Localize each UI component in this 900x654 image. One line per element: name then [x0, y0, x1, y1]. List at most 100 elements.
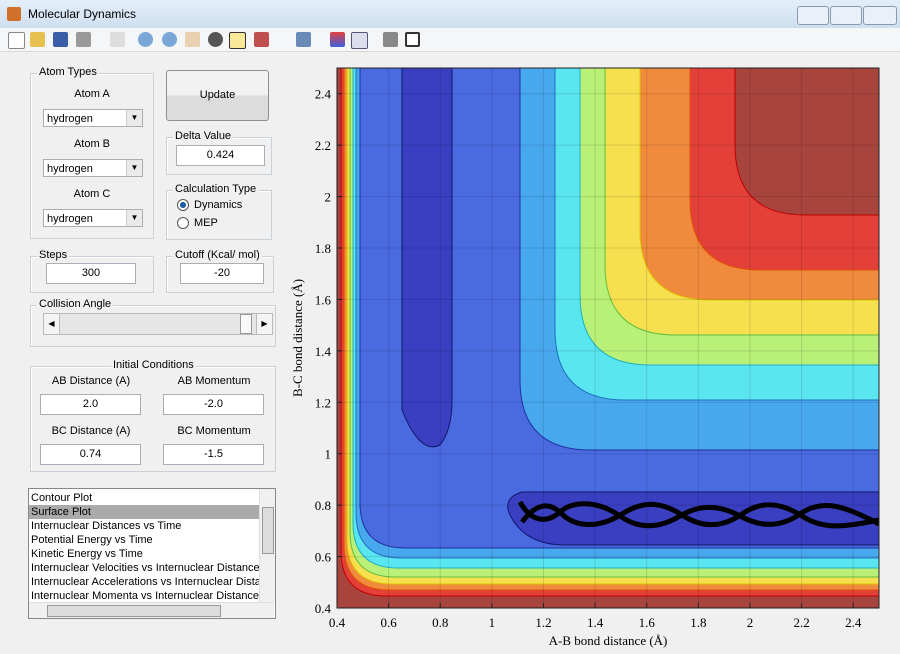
- dropdown-value: hydrogen: [47, 213, 93, 225]
- x-tick-label: 0.8: [432, 615, 448, 630]
- group-title: Cutoff (Kcal/ mol): [173, 249, 262, 261]
- zoom-in-icon[interactable]: [138, 32, 153, 47]
- show-icon[interactable]: [405, 32, 420, 47]
- x-tick-label: 1.6: [639, 615, 656, 630]
- list-item[interactable]: Internuclear Accelerations vs Internucle…: [31, 576, 259, 588]
- window-title: Molecular Dynamics: [28, 7, 137, 21]
- brush-icon[interactable]: [254, 32, 269, 47]
- minimize-button[interactable]: [797, 6, 829, 25]
- steps-group: Steps 300: [30, 249, 154, 293]
- pointer-icon[interactable]: [110, 32, 125, 47]
- close-button[interactable]: [863, 6, 897, 25]
- list-item[interactable]: Internuclear Momenta vs Internuclear Dis…: [31, 590, 259, 602]
- slider-left-arrow[interactable]: ◀: [44, 314, 60, 334]
- toolbar: [0, 28, 900, 52]
- hide-icon[interactable]: [383, 32, 398, 47]
- y-tick-label: 1.2: [315, 395, 331, 410]
- datatip-icon[interactable]: [229, 32, 246, 49]
- steps-input[interactable]: 300: [46, 263, 136, 284]
- title-bar: Molecular Dynamics: [0, 0, 900, 29]
- list-item[interactable]: Internuclear Velocities vs Internuclear …: [31, 562, 259, 574]
- contour-surface: [337, 68, 879, 608]
- group-title: Collision Angle: [37, 298, 114, 310]
- save-icon[interactable]: [53, 32, 68, 47]
- x-tick-label: 1.2: [535, 615, 551, 630]
- group-title: Delta Value: [173, 130, 234, 142]
- atom-label: Atom C: [73, 188, 111, 200]
- x-tick-label: 2: [747, 615, 754, 630]
- list-item[interactable]: Surface Plot: [29, 505, 259, 519]
- list-item[interactable]: Contour Plot: [31, 492, 93, 504]
- atom-label: Atom B: [73, 138, 111, 150]
- x-tick-label: 0.6: [380, 615, 397, 630]
- atom-dropdown[interactable]: hydrogen ▼: [43, 159, 143, 177]
- legend-icon[interactable]: [351, 32, 368, 49]
- app-icon: [7, 7, 21, 21]
- y-tick-label: 1.4: [315, 344, 332, 359]
- radio-option[interactable]: MEP: [177, 217, 218, 230]
- x-tick-label: 1: [489, 615, 496, 630]
- y-axis-label: B-C bond distance (Å): [290, 279, 305, 397]
- field-input[interactable]: 0.74: [40, 444, 141, 465]
- group-title: Calculation Type: [173, 183, 259, 195]
- maximize-button[interactable]: [830, 6, 862, 25]
- atom-label: Atom A: [74, 88, 110, 100]
- list-item[interactable]: Potential Energy vs Time: [31, 534, 153, 546]
- list-item[interactable]: Kinetic Energy vs Time: [31, 548, 143, 560]
- x-tick-label: 1.8: [690, 615, 706, 630]
- field-input[interactable]: 2.0: [40, 394, 141, 415]
- radio-button[interactable]: [177, 199, 189, 212]
- y-tick-label: 0.6: [315, 550, 332, 565]
- y-tick-label: 0.4: [315, 601, 332, 616]
- group-title: Atom Types: [37, 66, 99, 78]
- dropdown-value: hydrogen: [47, 113, 93, 125]
- slider-thumb[interactable]: [240, 314, 252, 334]
- cutoff-group: Cutoff (Kcal/ mol) -20: [166, 249, 274, 293]
- cutoff-input[interactable]: -20: [180, 263, 264, 284]
- radio-label: Dynamics: [194, 199, 243, 212]
- open-icon[interactable]: [30, 32, 45, 47]
- field-label: BC Distance (A): [51, 425, 131, 437]
- atom-dropdown[interactable]: hydrogen ▼: [43, 109, 143, 127]
- atom-dropdown[interactable]: hydrogen ▼: [43, 209, 143, 227]
- scroll-thumb[interactable]: [47, 605, 221, 617]
- contour-band: [401, 68, 453, 448]
- scroll-thumb[interactable]: [262, 507, 274, 554]
- y-tick-label: 0.8: [315, 498, 331, 513]
- angle-slider[interactable]: ◀ ▶: [43, 313, 273, 335]
- pan-icon[interactable]: [185, 32, 200, 47]
- horizontal-scrollbar[interactable]: [29, 602, 274, 618]
- axes-box: [336, 67, 880, 609]
- field-input[interactable]: -2.0: [163, 394, 264, 415]
- slider-right-arrow[interactable]: ▶: [256, 314, 272, 334]
- y-tick-label: 2: [325, 190, 332, 205]
- y-tick-label: 1.8: [315, 241, 331, 256]
- rotate-icon[interactable]: [208, 32, 223, 47]
- vertical-scrollbar[interactable]: [259, 489, 275, 602]
- new-icon[interactable]: [8, 32, 25, 49]
- y-tick-label: 2.2: [315, 138, 331, 153]
- group-title: Initial Conditions: [111, 359, 196, 371]
- zoom-out-icon[interactable]: [162, 32, 177, 47]
- dropdown-arrow[interactable]: ▼: [126, 160, 142, 176]
- x-tick-label: 1.4: [587, 615, 604, 630]
- radio-button[interactable]: [177, 217, 189, 230]
- print-icon[interactable]: [76, 32, 91, 47]
- colorbar-icon[interactable]: [330, 32, 345, 47]
- radio-option[interactable]: Dynamics: [177, 199, 243, 212]
- dropdown-value: hydrogen: [47, 163, 93, 175]
- field-label: AB Momentum: [177, 375, 251, 387]
- field-input[interactable]: -1.5: [163, 444, 264, 465]
- collision-angle-group: Collision Angle ◀ ▶: [30, 298, 276, 347]
- delta-value-input[interactable]: 0.424: [176, 145, 265, 166]
- initial-conditions-group: Initial Conditions AB Distance (A) 2.0 AB …: [30, 359, 276, 472]
- delta-value-group: Delta Value 0.424: [166, 130, 272, 175]
- y-tick-label: 2.4: [315, 87, 332, 102]
- group-title: Steps: [37, 249, 70, 261]
- list-item[interactable]: Internuclear Distances vs Time: [31, 520, 182, 532]
- dropdown-arrow[interactable]: ▼: [126, 110, 142, 126]
- link-icon[interactable]: [296, 32, 311, 47]
- dropdown-arrow[interactable]: ▼: [126, 210, 142, 226]
- update-button[interactable]: Update: [166, 70, 269, 121]
